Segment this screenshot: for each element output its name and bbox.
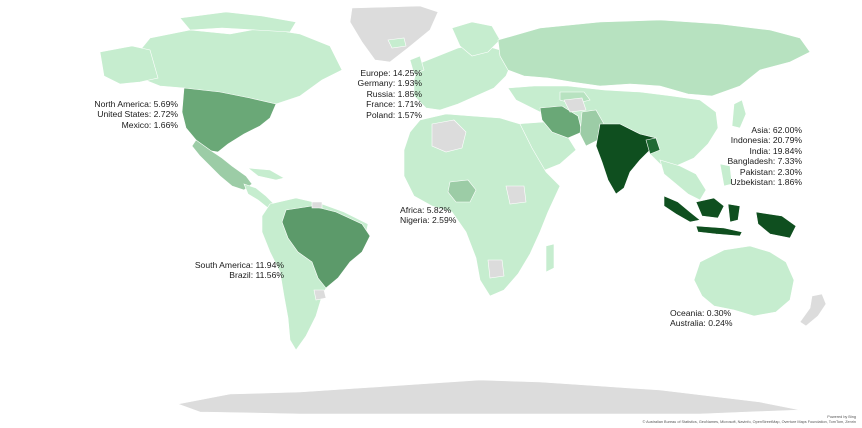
north-america-labels: North America: 5.69% United States: 2.72… xyxy=(92,99,178,130)
europe-total: Europe: 14.25% xyxy=(360,68,422,78)
indonesia-borneo xyxy=(695,197,725,219)
asia-labels: Asia: 62.00% Indonesia: 20.79% India: 19… xyxy=(720,125,802,187)
new-zealand xyxy=(799,293,827,327)
north-america-total: North America: 5.69% xyxy=(94,99,178,109)
mexico-value: Mexico: 1.66% xyxy=(121,119,178,130)
greenland xyxy=(349,5,439,63)
brazil-value: Brazil: 11.56% xyxy=(229,270,284,281)
japan xyxy=(731,99,747,129)
uzbekistan-value: Uzbekistan: 1.86% xyxy=(730,177,802,188)
copyright-text: © Australian Bureau of Statistics, GeoNa… xyxy=(642,420,856,424)
no-data-guiana xyxy=(311,201,323,209)
alaska xyxy=(99,45,159,85)
africa-labels: Africa: 5.82% Nigeria: 2.59% xyxy=(400,205,456,226)
indonesia-sulawesi xyxy=(727,203,741,223)
poland-value: Poland: 1.57% xyxy=(366,109,422,120)
australia-value: Australia: 0.24% xyxy=(670,318,733,329)
russia xyxy=(497,19,811,97)
philippines xyxy=(719,163,733,187)
map-attribution: Powered by Bing © Australian Bureau of S… xyxy=(642,415,856,425)
africa xyxy=(403,113,561,297)
united-states xyxy=(181,87,277,153)
australia xyxy=(693,245,795,317)
nigeria-value: Nigeria: 2.59% xyxy=(400,215,457,226)
scandinavia xyxy=(451,21,501,57)
arctic-islands xyxy=(179,11,297,33)
mexico xyxy=(191,139,253,191)
no-data-southern-africa xyxy=(487,259,505,279)
madagascar xyxy=(545,243,555,273)
africa-total: Africa: 5.82% xyxy=(400,205,452,215)
no-data-afghanistan xyxy=(563,97,587,113)
bangladesh-value: Bangladesh: 7.33% xyxy=(727,156,802,167)
russia-value: Russia: 1.85% xyxy=(366,88,422,99)
united-states-value: United States: 2.72% xyxy=(97,109,178,120)
bangladesh xyxy=(645,137,661,155)
antarctica xyxy=(176,379,801,415)
southeast-asia xyxy=(659,159,707,201)
no-data-sudan xyxy=(505,185,527,205)
europe-labels: Europe: 14.25% Germany: 1.93% Russia: 1.… xyxy=(340,68,422,120)
germany-value: Germany: 1.93% xyxy=(357,78,422,89)
no-data-uruguay xyxy=(313,289,327,301)
indonesia-value: Indonesia: 20.79% xyxy=(730,135,802,146)
india-value: India: 19.84% xyxy=(749,145,802,156)
oceania-total: Oceania: 0.30% xyxy=(670,308,732,318)
indonesia xyxy=(663,195,701,223)
iceland xyxy=(387,37,407,49)
uk-ireland xyxy=(409,55,425,75)
asia-total: Asia: 62.00% xyxy=(751,125,802,135)
south-america-total: South America: 11.94% xyxy=(194,260,284,270)
caribbean xyxy=(247,167,285,181)
france-value: France: 1.71% xyxy=(366,99,422,110)
oceania-labels: Oceania: 0.30% Australia: 0.24% xyxy=(670,308,733,329)
india xyxy=(595,123,657,195)
powered-by-text: Powered by Bing xyxy=(827,415,856,419)
pakistan-value: Pakistan: 2.30% xyxy=(739,166,802,177)
indonesia-java xyxy=(695,225,743,237)
nigeria xyxy=(447,179,477,203)
brazil xyxy=(281,205,371,289)
no-data-north-africa xyxy=(431,119,467,153)
indonesia-papua xyxy=(755,211,797,239)
iran xyxy=(539,105,583,139)
south-america-labels: South America: 11.94% Brazil: 11.56% xyxy=(190,260,284,281)
